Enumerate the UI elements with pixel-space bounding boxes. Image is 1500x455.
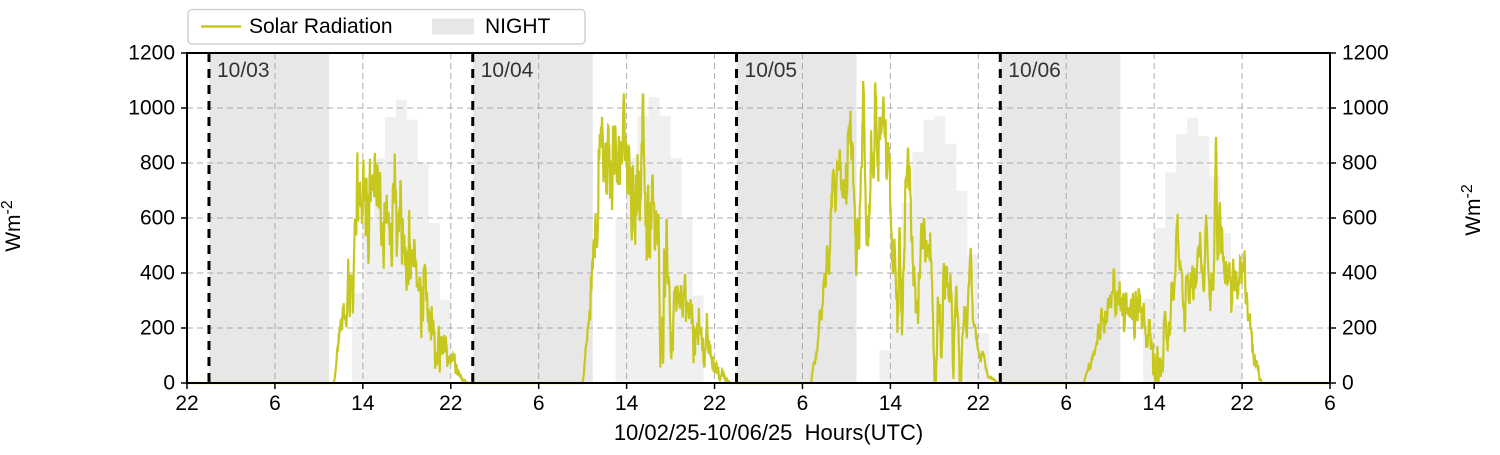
svg-text:200: 200	[140, 317, 175, 340]
svg-text:14: 14	[879, 392, 903, 415]
svg-text:22: 22	[967, 392, 990, 415]
svg-text:10/04: 10/04	[481, 59, 534, 82]
svg-text:6: 6	[797, 392, 809, 415]
svg-text:14: 14	[351, 392, 375, 415]
svg-text:NIGHT: NIGHT	[485, 15, 551, 38]
svg-text:1200: 1200	[128, 42, 175, 65]
svg-text:14: 14	[1142, 392, 1166, 415]
svg-text:22: 22	[1230, 392, 1253, 415]
svg-text:1000: 1000	[1342, 97, 1389, 120]
svg-text:600: 600	[1342, 207, 1377, 230]
svg-text:Solar Radiation: Solar Radiation	[249, 15, 393, 38]
svg-text:22: 22	[439, 392, 462, 415]
svg-text:22: 22	[703, 392, 726, 415]
svg-text:400: 400	[140, 262, 175, 285]
svg-text:0: 0	[1342, 372, 1354, 395]
svg-text:1200: 1200	[1342, 42, 1389, 65]
svg-text:6: 6	[1060, 392, 1072, 415]
svg-text:800: 800	[140, 152, 175, 175]
svg-text:10/05: 10/05	[745, 59, 798, 82]
svg-text:800: 800	[1342, 152, 1377, 175]
svg-text:400: 400	[1342, 262, 1377, 285]
svg-text:200: 200	[1342, 317, 1377, 340]
svg-text:10/06: 10/06	[1008, 59, 1061, 82]
svg-text:10/03: 10/03	[217, 59, 270, 82]
svg-text:0: 0	[163, 372, 175, 395]
svg-text:22: 22	[175, 392, 198, 415]
svg-text:1000: 1000	[128, 97, 175, 120]
svg-text:600: 600	[140, 207, 175, 230]
svg-text:10/02/25-10/06/25 Hours(UTC): 10/02/25-10/06/25 Hours(UTC)	[614, 420, 923, 445]
svg-text:6: 6	[269, 392, 281, 415]
svg-text:6: 6	[533, 392, 545, 415]
svg-text:14: 14	[615, 392, 639, 415]
svg-text:6: 6	[1324, 392, 1336, 415]
